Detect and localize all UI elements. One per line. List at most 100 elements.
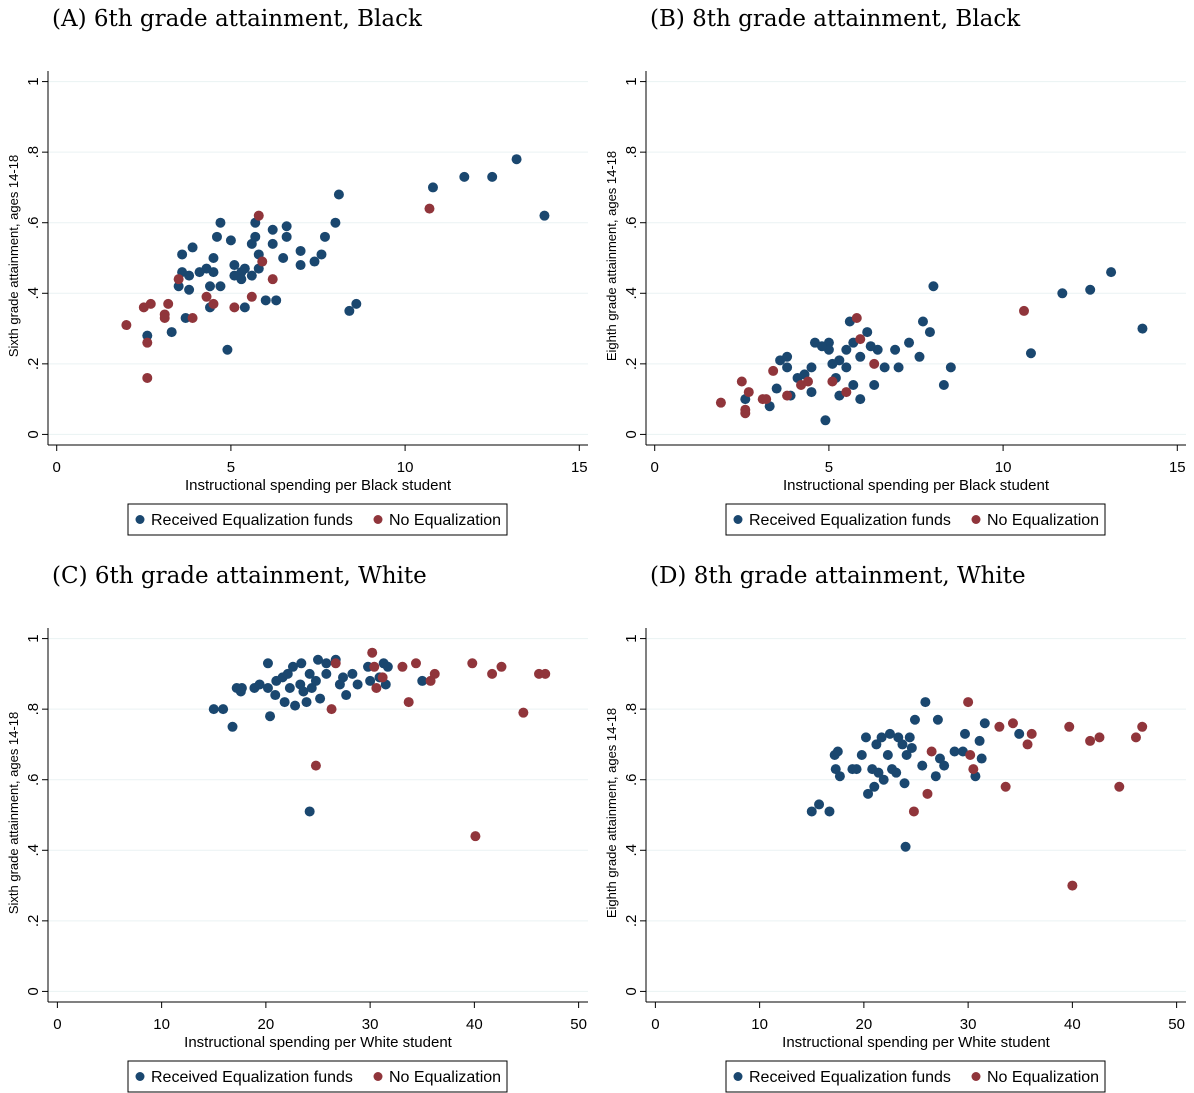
legend-label: Received Equalization funds	[151, 512, 353, 529]
x-tick-label: 0	[651, 459, 659, 476]
point	[906, 742, 917, 753]
point	[222, 344, 233, 355]
panel: (B) 8th grade attainment, Black 0 .2 .4 .6 .8…	[604, 6, 1186, 536]
point	[851, 312, 862, 323]
point	[424, 203, 435, 214]
point	[855, 334, 866, 345]
point	[511, 154, 522, 165]
point	[184, 284, 195, 295]
point	[820, 415, 831, 426]
point	[278, 253, 289, 263]
point	[218, 704, 229, 715]
x-tick-label: 10	[397, 459, 414, 476]
panel-title: (D) 8th grade attainment, White	[650, 563, 1026, 589]
y-tick-label: .2	[25, 358, 42, 371]
legend-box	[725, 1060, 1106, 1093]
point	[225, 235, 236, 246]
point	[208, 253, 219, 263]
point	[914, 351, 925, 362]
x-tick-label: 40	[1064, 1016, 1081, 1033]
y-axis-label: Eighth grade attainment, ages 14-18	[604, 708, 619, 918]
point	[215, 217, 226, 228]
point	[518, 707, 529, 718]
point	[208, 704, 219, 715]
point	[816, 341, 827, 352]
point	[330, 658, 341, 669]
point	[262, 682, 273, 693]
point	[253, 210, 264, 221]
point	[352, 679, 363, 690]
point	[871, 739, 882, 750]
y-tick-label: .2	[25, 915, 42, 928]
point	[782, 390, 793, 401]
point	[265, 711, 276, 722]
point	[932, 714, 943, 725]
point	[290, 700, 301, 711]
point	[246, 291, 257, 302]
legend-label: Received Equalization funds	[151, 1069, 353, 1086]
point	[267, 274, 278, 285]
point	[873, 767, 884, 778]
point	[270, 690, 281, 701]
y-tick-label: 0	[623, 987, 640, 995]
legend-label: Received Equalization funds	[749, 512, 951, 529]
point	[367, 647, 378, 658]
point	[142, 330, 153, 341]
point	[180, 312, 191, 323]
y-tick-label: .4	[25, 844, 42, 857]
point	[304, 806, 315, 817]
y-tick-label: .6	[623, 216, 640, 229]
point	[841, 387, 852, 398]
point	[319, 231, 330, 242]
point	[284, 682, 295, 693]
y-tick-label: .2	[623, 358, 640, 371]
point	[761, 394, 772, 405]
point	[1000, 781, 1011, 792]
legend-label: Received Equalization funds	[749, 1069, 951, 1086]
point	[246, 238, 257, 249]
panel: (D) 8th grade attainment, White 0 .2 .4 .6 .8…	[604, 563, 1186, 1093]
legend-marker	[971, 515, 981, 524]
point	[298, 686, 309, 697]
y-tick-label: 1	[25, 634, 42, 642]
point	[321, 668, 332, 679]
point	[926, 746, 937, 757]
point	[909, 714, 920, 725]
y-tick-label: .4	[623, 844, 640, 857]
legend-marker	[135, 1072, 145, 1081]
point	[163, 298, 174, 309]
point	[281, 221, 292, 232]
point	[1106, 267, 1117, 278]
point	[908, 806, 919, 817]
point	[1022, 739, 1033, 750]
point	[201, 291, 212, 302]
point	[211, 231, 222, 242]
point	[142, 372, 153, 383]
point	[979, 718, 990, 729]
point	[369, 661, 380, 672]
point	[740, 408, 751, 419]
point	[215, 281, 226, 292]
point	[832, 746, 843, 757]
point	[848, 380, 859, 391]
point	[260, 295, 271, 306]
x-tick-label: 10	[995, 459, 1012, 476]
point	[262, 658, 273, 669]
point	[930, 771, 941, 782]
point	[893, 362, 904, 373]
y-tick-label: .8	[25, 146, 42, 159]
x-tick-label: 10	[153, 1016, 170, 1033]
point	[271, 295, 282, 306]
point	[338, 672, 349, 683]
point	[806, 362, 817, 373]
point	[257, 256, 268, 267]
point	[304, 668, 315, 679]
point	[341, 690, 352, 701]
point	[976, 753, 987, 764]
point	[410, 658, 421, 669]
point	[1007, 718, 1018, 729]
point	[851, 764, 862, 775]
point	[917, 760, 928, 771]
point	[904, 732, 915, 743]
y-tick-label: .2	[623, 915, 640, 928]
